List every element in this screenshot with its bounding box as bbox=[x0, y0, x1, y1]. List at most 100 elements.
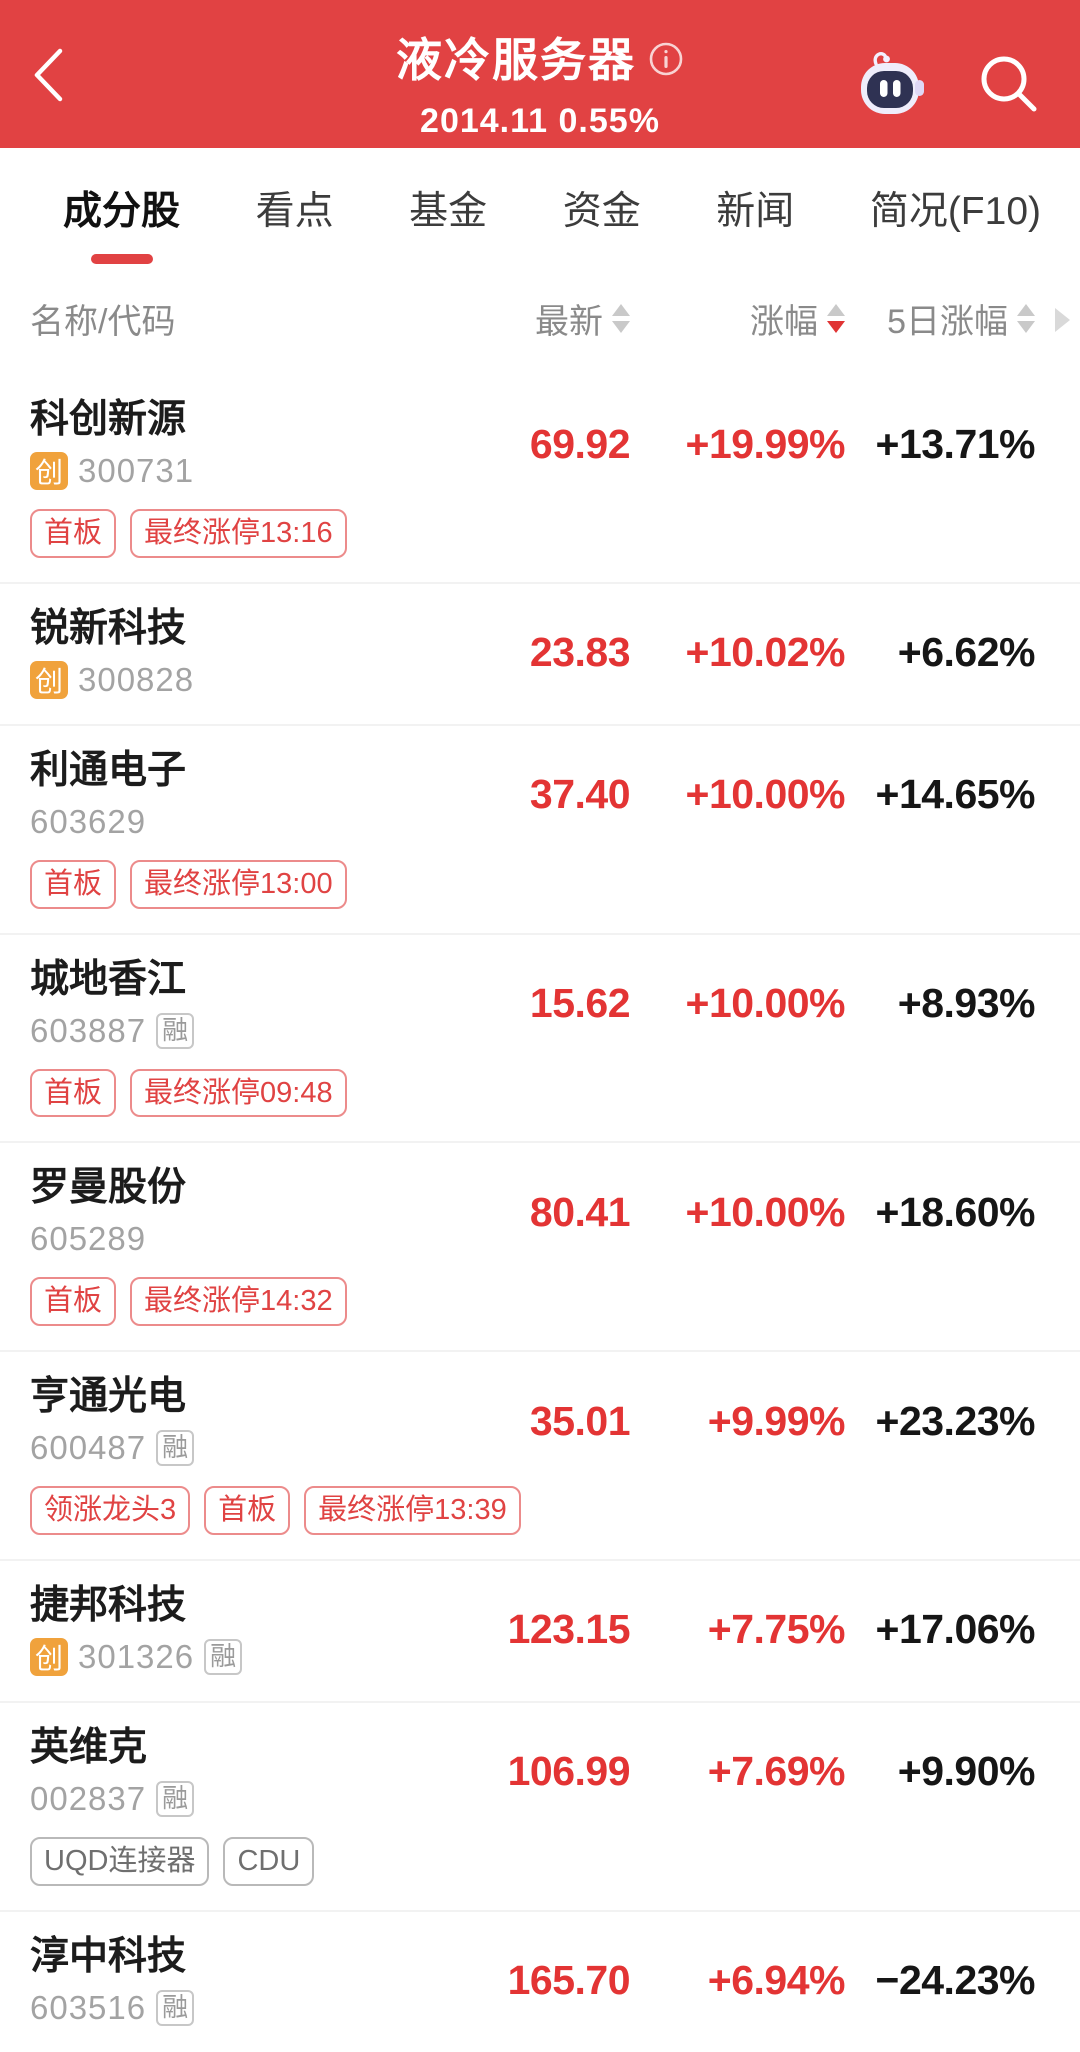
tab-profile-f10[interactable]: 简况(F10) bbox=[870, 180, 1041, 236]
change-percent: +10.02% bbox=[685, 629, 846, 676]
tab-label: 资金 bbox=[562, 190, 641, 233]
stock-row-main: 科创新源 创 300731 69.92 +19.99% +13.71% bbox=[30, 397, 1035, 491]
stock-tag-row: 首板 最终涨停13:16 bbox=[30, 509, 1035, 558]
gem-market-badge: 创 bbox=[30, 660, 68, 699]
stock-code-line: 603516 融 bbox=[30, 1988, 410, 2028]
column-latest-sort[interactable]: 最新 bbox=[535, 294, 630, 343]
stock-row[interactable]: 英维克 002837 融 106.99 +7.69% +9.90% UQD连接器… bbox=[0, 1700, 1080, 1910]
change-percent: +7.75% bbox=[707, 1606, 846, 1653]
assistant-robot-icon[interactable] bbox=[852, 50, 928, 116]
tab-label: 新闻 bbox=[716, 190, 795, 233]
column-label: 涨幅 bbox=[750, 303, 818, 341]
column-name-code[interactable]: 名称/代码 bbox=[30, 303, 176, 341]
stock-row[interactable]: 捷邦科技 创 301326 融 123.15 +7.75% +17.06% bbox=[0, 1558, 1080, 1701]
stock-name: 锐新科技 bbox=[30, 606, 187, 650]
stock-tag: 最终涨停09:48 bbox=[130, 1068, 347, 1118]
stock-tag-row: 领涨龙头3 首板 最终涨停13:39 bbox=[30, 1486, 1035, 1535]
page-title: 液冷服务器 bbox=[396, 34, 636, 86]
stock-tag: 最终涨停14:32 bbox=[130, 1277, 347, 1327]
latest-price: 35.01 bbox=[529, 1397, 631, 1444]
change5d-percent: +17.06% bbox=[875, 1606, 1036, 1653]
stock-tag-row: 首板 最终涨停14:32 bbox=[30, 1277, 1035, 1327]
tab-constituents[interactable]: 成分股 bbox=[63, 180, 180, 264]
change5d-percent: +9.90% bbox=[897, 1748, 1036, 1795]
info-icon[interactable] bbox=[648, 41, 684, 77]
stock-name-block: 城地香江 603887 融 bbox=[30, 957, 410, 1051]
column-label: 最新 bbox=[535, 303, 603, 341]
tab-news[interactable]: 新闻 bbox=[716, 180, 794, 236]
stock-code-line: 600487 融 bbox=[30, 1428, 410, 1468]
stock-name: 罗曼股份 bbox=[30, 1166, 187, 1210]
stock-row[interactable]: 亨通光电 600487 融 35.01 +9.99% +23.23% 领涨龙头3… bbox=[0, 1350, 1080, 1559]
change5d-percent: +23.23% bbox=[875, 1397, 1036, 1444]
stock-code: 603629 bbox=[30, 802, 147, 840]
change-percent: +6.94% bbox=[707, 1957, 846, 2004]
stock-row-main: 城地香江 603887 融 15.62 +10.00% +8.93% bbox=[30, 957, 1036, 1051]
gem-market-badge: 创 bbox=[30, 1637, 68, 1676]
stock-tag: 首板 bbox=[30, 1277, 117, 1327]
stock-list: 科创新源 创 300731 69.92 +19.99% +13.71% 首板 最终… bbox=[0, 375, 1080, 2052]
tab-label: 看点 bbox=[255, 190, 334, 233]
stock-code: 300828 bbox=[78, 660, 195, 698]
stock-name-block: 淳中科技 603516 融 bbox=[30, 1934, 410, 2028]
latest-price: 80.41 bbox=[529, 1188, 631, 1235]
tab-funds[interactable]: 基金 bbox=[409, 180, 487, 236]
stock-row-main: 锐新科技 创 300828 23.83 +10.02% +6.62% bbox=[30, 606, 1036, 700]
stock-row-main: 淳中科技 603516 融 165.70 +6.94% −24.23% bbox=[30, 1934, 1035, 2028]
stock-code: 605289 bbox=[30, 1220, 147, 1258]
header-actions bbox=[852, 50, 1040, 116]
index-value: 2014.11 0.55% bbox=[420, 102, 660, 140]
back-icon[interactable] bbox=[30, 46, 70, 104]
stock-row[interactable]: 科创新源 创 300731 69.92 +19.99% +13.71% 首板 最终… bbox=[0, 375, 1080, 582]
change5d-percent: +18.60% bbox=[875, 1188, 1036, 1235]
stock-tag-row: UQD连接器 CDU bbox=[30, 1836, 1035, 1886]
margin-trading-badge: 融 bbox=[156, 1430, 195, 1467]
stock-tag: 首板 bbox=[30, 859, 117, 909]
stock-tag: 最终涨停13:16 bbox=[130, 509, 347, 558]
change-percent: +10.00% bbox=[685, 980, 846, 1027]
column-change-sort[interactable]: 涨幅 bbox=[750, 294, 845, 343]
margin-trading-badge: 融 bbox=[156, 1989, 195, 2026]
search-icon[interactable] bbox=[976, 51, 1040, 115]
stock-row[interactable]: 淳中科技 603516 融 165.70 +6.94% −24.23% bbox=[0, 1909, 1080, 2052]
more-columns-chevron-icon[interactable] bbox=[1055, 307, 1070, 332]
stock-row[interactable]: 城地香江 603887 融 15.62 +10.00% +8.93% 首板 最终涨… bbox=[0, 932, 1080, 1142]
stock-name: 亨通光电 bbox=[30, 1375, 187, 1419]
latest-price: 69.92 bbox=[529, 420, 631, 467]
gem-market-badge: 创 bbox=[30, 452, 68, 490]
change5d-percent: +6.62% bbox=[897, 629, 1036, 676]
table-header: 名称/代码 最新 涨幅 5日涨幅 bbox=[0, 268, 1080, 375]
latest-price: 165.70 bbox=[507, 1957, 631, 2004]
stock-row-main: 亨通光电 600487 融 35.01 +9.99% +23.23% bbox=[30, 1374, 1035, 1468]
stock-row[interactable]: 利通电子 603629 37.40 +10.00% +14.65% 首板 最终涨停… bbox=[0, 723, 1080, 933]
stock-tag: 首板 bbox=[30, 509, 117, 558]
stock-code: 603516 bbox=[30, 1988, 147, 2026]
change-percent: +10.00% bbox=[685, 771, 846, 818]
tab-highlights[interactable]: 看点 bbox=[256, 180, 334, 236]
latest-price: 123.15 bbox=[507, 1606, 631, 1653]
margin-trading-badge: 融 bbox=[156, 1012, 195, 1049]
active-tab-underline bbox=[90, 254, 153, 264]
sort-arrows-icon bbox=[612, 304, 630, 333]
column-label: 5日涨幅 bbox=[887, 303, 1008, 341]
latest-price: 23.83 bbox=[529, 629, 631, 676]
column-change5-sort[interactable]: 5日涨幅 bbox=[887, 294, 1035, 343]
margin-trading-badge: 融 bbox=[156, 1781, 195, 1817]
stock-code: 002837 bbox=[30, 1779, 147, 1817]
stock-tag: CDU bbox=[223, 1836, 315, 1886]
change5d-percent: +8.93% bbox=[897, 980, 1036, 1027]
tab-capital[interactable]: 资金 bbox=[563, 180, 641, 236]
stock-tag: UQD连接器 bbox=[30, 1836, 210, 1886]
stock-row[interactable]: 锐新科技 创 300828 23.83 +10.02% +6.62% bbox=[0, 581, 1080, 724]
stock-name-block: 捷邦科技 创 301326 融 bbox=[30, 1583, 410, 1677]
stock-code-line: 605289 bbox=[30, 1219, 410, 1259]
stock-code: 301326 bbox=[78, 1637, 195, 1675]
stock-tag: 最终涨停13:00 bbox=[130, 859, 347, 909]
sort-arrows-icon bbox=[1017, 304, 1035, 333]
change-percent: +19.99% bbox=[685, 420, 846, 467]
stock-row[interactable]: 罗曼股份 605289 80.41 +10.00% +18.60% 首板 最终涨停… bbox=[0, 1141, 1080, 1350]
stock-name-block: 利通电子 603629 bbox=[30, 748, 410, 842]
tab-label: 简况(F10) bbox=[869, 190, 1041, 233]
tab-label: 基金 bbox=[409, 190, 488, 233]
